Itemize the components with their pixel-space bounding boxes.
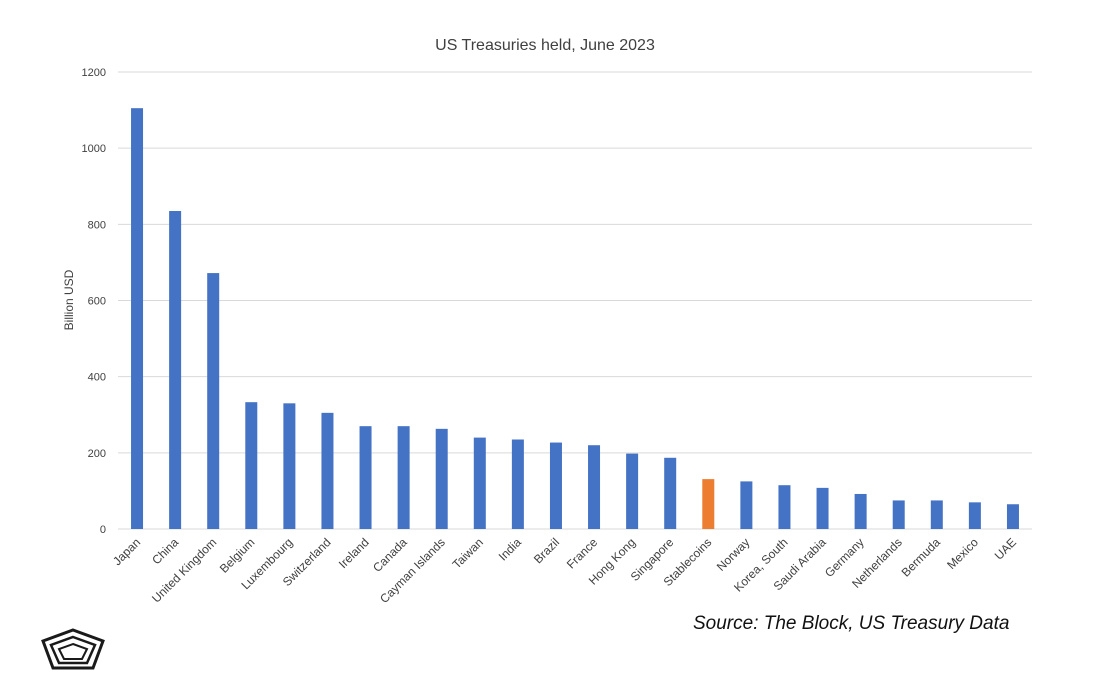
y-tick-label: 400	[88, 372, 106, 384]
x-tick-label: Brazil	[531, 535, 562, 566]
x-tick-label: UAE	[992, 535, 1019, 562]
bar-canada	[397, 426, 410, 529]
bar-luxembourg	[283, 403, 296, 529]
x-tick-label: Japan	[110, 535, 143, 568]
bar-japan	[131, 108, 144, 529]
bar-bermuda	[930, 500, 943, 529]
bar-china	[169, 211, 182, 530]
bar-taiwan	[473, 437, 486, 529]
x-tick-label: China	[149, 535, 181, 567]
bar-india	[511, 439, 524, 529]
x-tick-label: Mexico	[944, 535, 981, 572]
bars	[131, 108, 1019, 530]
bar-netherlands	[892, 500, 905, 529]
bar-belgium	[245, 402, 258, 529]
bar-brazil	[549, 442, 562, 529]
x-tick-label: Bermuda	[899, 535, 944, 580]
y-tick-label: 600	[88, 296, 106, 308]
x-tick-label: France	[564, 535, 601, 572]
bar-germany	[854, 493, 867, 529]
y-tick-label: 800	[88, 219, 106, 231]
x-tick-label: Ireland	[336, 535, 372, 571]
pentagon-logo-icon	[41, 628, 105, 670]
y-tick-label: 1200	[82, 67, 106, 79]
bar-korea-south	[778, 485, 791, 529]
bar-hong-kong	[626, 453, 639, 529]
source-note: Source: The Block, US Treasury Data	[693, 613, 1010, 634]
bar-ireland	[359, 426, 372, 529]
bar-mexico	[968, 502, 981, 529]
bar-switzerland	[321, 412, 334, 529]
y-axis-ticks: 0 200 400 600 800 1000 1200	[82, 67, 106, 536]
bar-united-kingdom	[207, 273, 220, 529]
bar-uae	[1006, 504, 1019, 529]
bar-france	[588, 445, 601, 529]
bar-norway	[740, 481, 753, 529]
bar-stablecoins	[702, 479, 715, 529]
chart-title: US Treasuries held, June 2023	[435, 37, 655, 54]
x-tick-label: Cayman Islands	[377, 535, 448, 606]
bar-saudi-arabia	[816, 487, 829, 529]
y-axis-label: Billion USD	[62, 269, 76, 330]
gridlines	[118, 71, 1032, 530]
x-tick-label: Taiwan	[450, 535, 486, 571]
y-tick-label: 1000	[82, 143, 106, 155]
x-tick-label: India	[496, 535, 525, 564]
bar-cayman-islands	[435, 428, 448, 529]
y-tick-label: 0	[100, 524, 106, 536]
y-tick-label: 200	[88, 448, 106, 460]
bar-singapore	[664, 457, 677, 529]
